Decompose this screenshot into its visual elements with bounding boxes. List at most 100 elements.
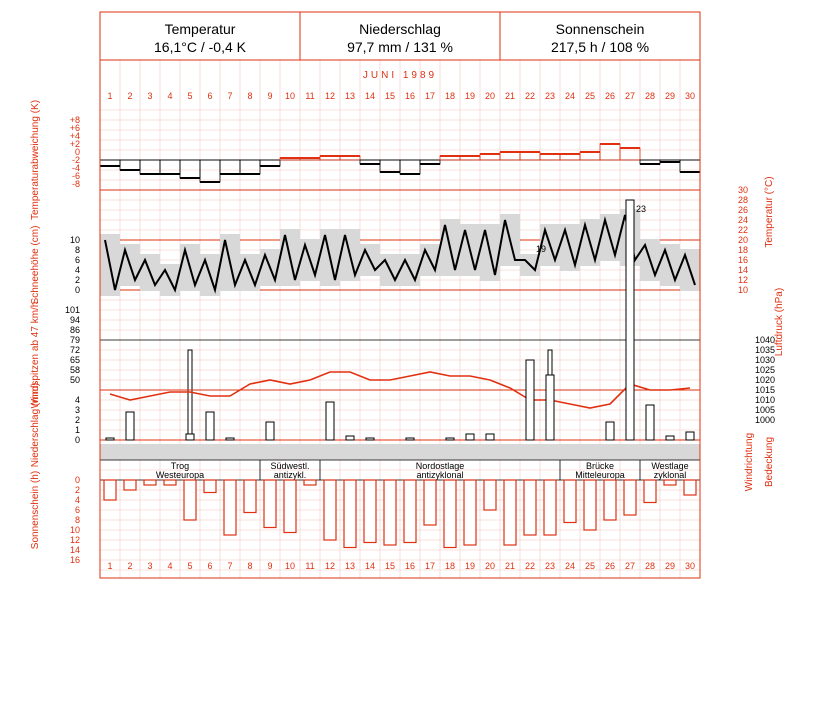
anomaly-bar	[599, 143, 621, 161]
day-label-bottom: 29	[665, 561, 675, 571]
sun-bar	[543, 479, 557, 536]
day-label-top: 10	[285, 91, 295, 101]
day-label-bottom: 28	[645, 561, 655, 571]
day-label-bottom: 20	[485, 561, 495, 571]
weather-type-label: Westeuropa	[156, 470, 204, 480]
pressure-tick: 1000	[755, 415, 775, 425]
anomaly-tick: +4	[70, 131, 80, 141]
temp-tick: 24	[738, 215, 748, 225]
snow-tick: 4	[75, 265, 80, 275]
header-value: 16,1°C / -0,4 K	[154, 39, 247, 55]
precip-bar	[525, 359, 535, 441]
sun-bar	[423, 479, 437, 526]
day-label-top: 17	[425, 91, 435, 101]
sun-tick: 14	[70, 545, 80, 555]
axis-label-cloud: Bedeckung	[764, 437, 775, 487]
panels-layer: +8+6+4+20-2-4-6-819233028262422201816141…	[65, 115, 775, 565]
day-label-top: 2	[127, 91, 132, 101]
wind-tick: 94	[70, 315, 80, 325]
day-label-bottom: 25	[585, 561, 595, 571]
day-label-top: 29	[665, 91, 675, 101]
header-title: Sonnenschein	[556, 21, 645, 37]
anomaly-bar	[119, 159, 141, 171]
day-label-top: 25	[585, 91, 595, 101]
sun-tick: 8	[75, 515, 80, 525]
precip-tick: 0	[75, 435, 80, 445]
day-label-top: 22	[525, 91, 535, 101]
axis-labels-layer: Temperaturabweichung (K) Schneehöhe (cm) W…	[30, 100, 785, 549]
precip-tick: 1	[75, 425, 80, 435]
day-label-bottom: 4	[167, 561, 172, 571]
precip-bar	[105, 437, 115, 441]
wind-tick: 72	[70, 345, 80, 355]
sun-bar	[523, 479, 537, 536]
day-label-bottom: 11	[305, 561, 314, 571]
anomaly-tick: +2	[70, 139, 80, 149]
day-label-top: 23	[545, 91, 555, 101]
pressure-tick: 1030	[755, 355, 775, 365]
day-label-bottom: 14	[365, 561, 375, 571]
day-label-top: 28	[645, 91, 655, 101]
day-label-bottom: 30	[685, 561, 695, 571]
day-label-bottom: 10	[285, 561, 295, 571]
day-label-bottom: 15	[385, 561, 395, 571]
day-label-top: 27	[625, 91, 635, 101]
day-label-top: 16	[405, 91, 415, 101]
sun-bar	[163, 479, 177, 486]
sun-bar	[203, 479, 217, 494]
precip-bar	[125, 411, 135, 441]
precip-bar	[185, 433, 195, 441]
header-value: 217,5 h / 108 %	[551, 39, 649, 55]
sun-bar	[283, 479, 297, 534]
day-label-bottom: 17	[425, 561, 435, 571]
temp-tick: 18	[738, 245, 748, 255]
day-label-top: 18	[445, 91, 455, 101]
sun-bar	[403, 479, 417, 544]
day-label-top: 1	[107, 91, 112, 101]
sun-bar	[463, 479, 477, 546]
precip-bar	[625, 199, 635, 441]
day-label-bottom: 27	[625, 561, 635, 571]
anomaly-tick: -8	[72, 179, 80, 189]
temp-line	[104, 214, 696, 294]
sun-bar	[503, 479, 517, 546]
snow-tick: 0	[75, 285, 80, 295]
sun-bar	[663, 479, 677, 486]
day-label-bottom: 16	[405, 561, 415, 571]
snow-tick: 6	[75, 255, 80, 265]
temp-tick: 10	[738, 285, 748, 295]
wind-tick: 79	[70, 335, 80, 345]
weather-type-label: antizykl.	[274, 470, 307, 480]
pressure-line	[109, 371, 691, 409]
pressure-tick: 1005	[755, 405, 775, 415]
axis-label-temp_anomaly: Temperaturabweichung (K)	[30, 100, 41, 220]
pressure-tick: 1040	[755, 335, 775, 345]
precip-bar	[345, 435, 355, 441]
sun-bar	[443, 479, 457, 549]
anomaly-bar	[199, 159, 221, 183]
wind-tick: 86	[70, 325, 80, 335]
precip-bar	[225, 437, 235, 441]
day-label-bottom: 13	[345, 561, 355, 571]
anomaly-bar	[219, 159, 241, 175]
sun-bar	[363, 479, 377, 544]
precip-bar	[325, 401, 335, 441]
temp-tick: 28	[738, 195, 748, 205]
sun-bar	[603, 479, 617, 521]
day-label-top: 7	[227, 91, 232, 101]
sun-tick: 2	[75, 485, 80, 495]
axis-label-snow: Schneehöhe (cm)	[30, 226, 41, 305]
header-value: 97,7 mm / 131 %	[347, 39, 453, 55]
sun-tick: 12	[70, 535, 80, 545]
anomaly-bar	[399, 159, 421, 175]
sun-tick: 6	[75, 505, 80, 515]
precip-bar	[205, 411, 215, 441]
day-label-bottom: 5	[187, 561, 192, 571]
snow-tick: 10	[70, 235, 80, 245]
anomaly-tick: -6	[72, 171, 80, 181]
precip-bar	[605, 421, 615, 441]
precip-bar	[485, 433, 495, 441]
sun-tick: 10	[70, 525, 80, 535]
day-label-bottom: 19	[465, 561, 475, 571]
day-label-bottom: 9	[267, 561, 272, 571]
